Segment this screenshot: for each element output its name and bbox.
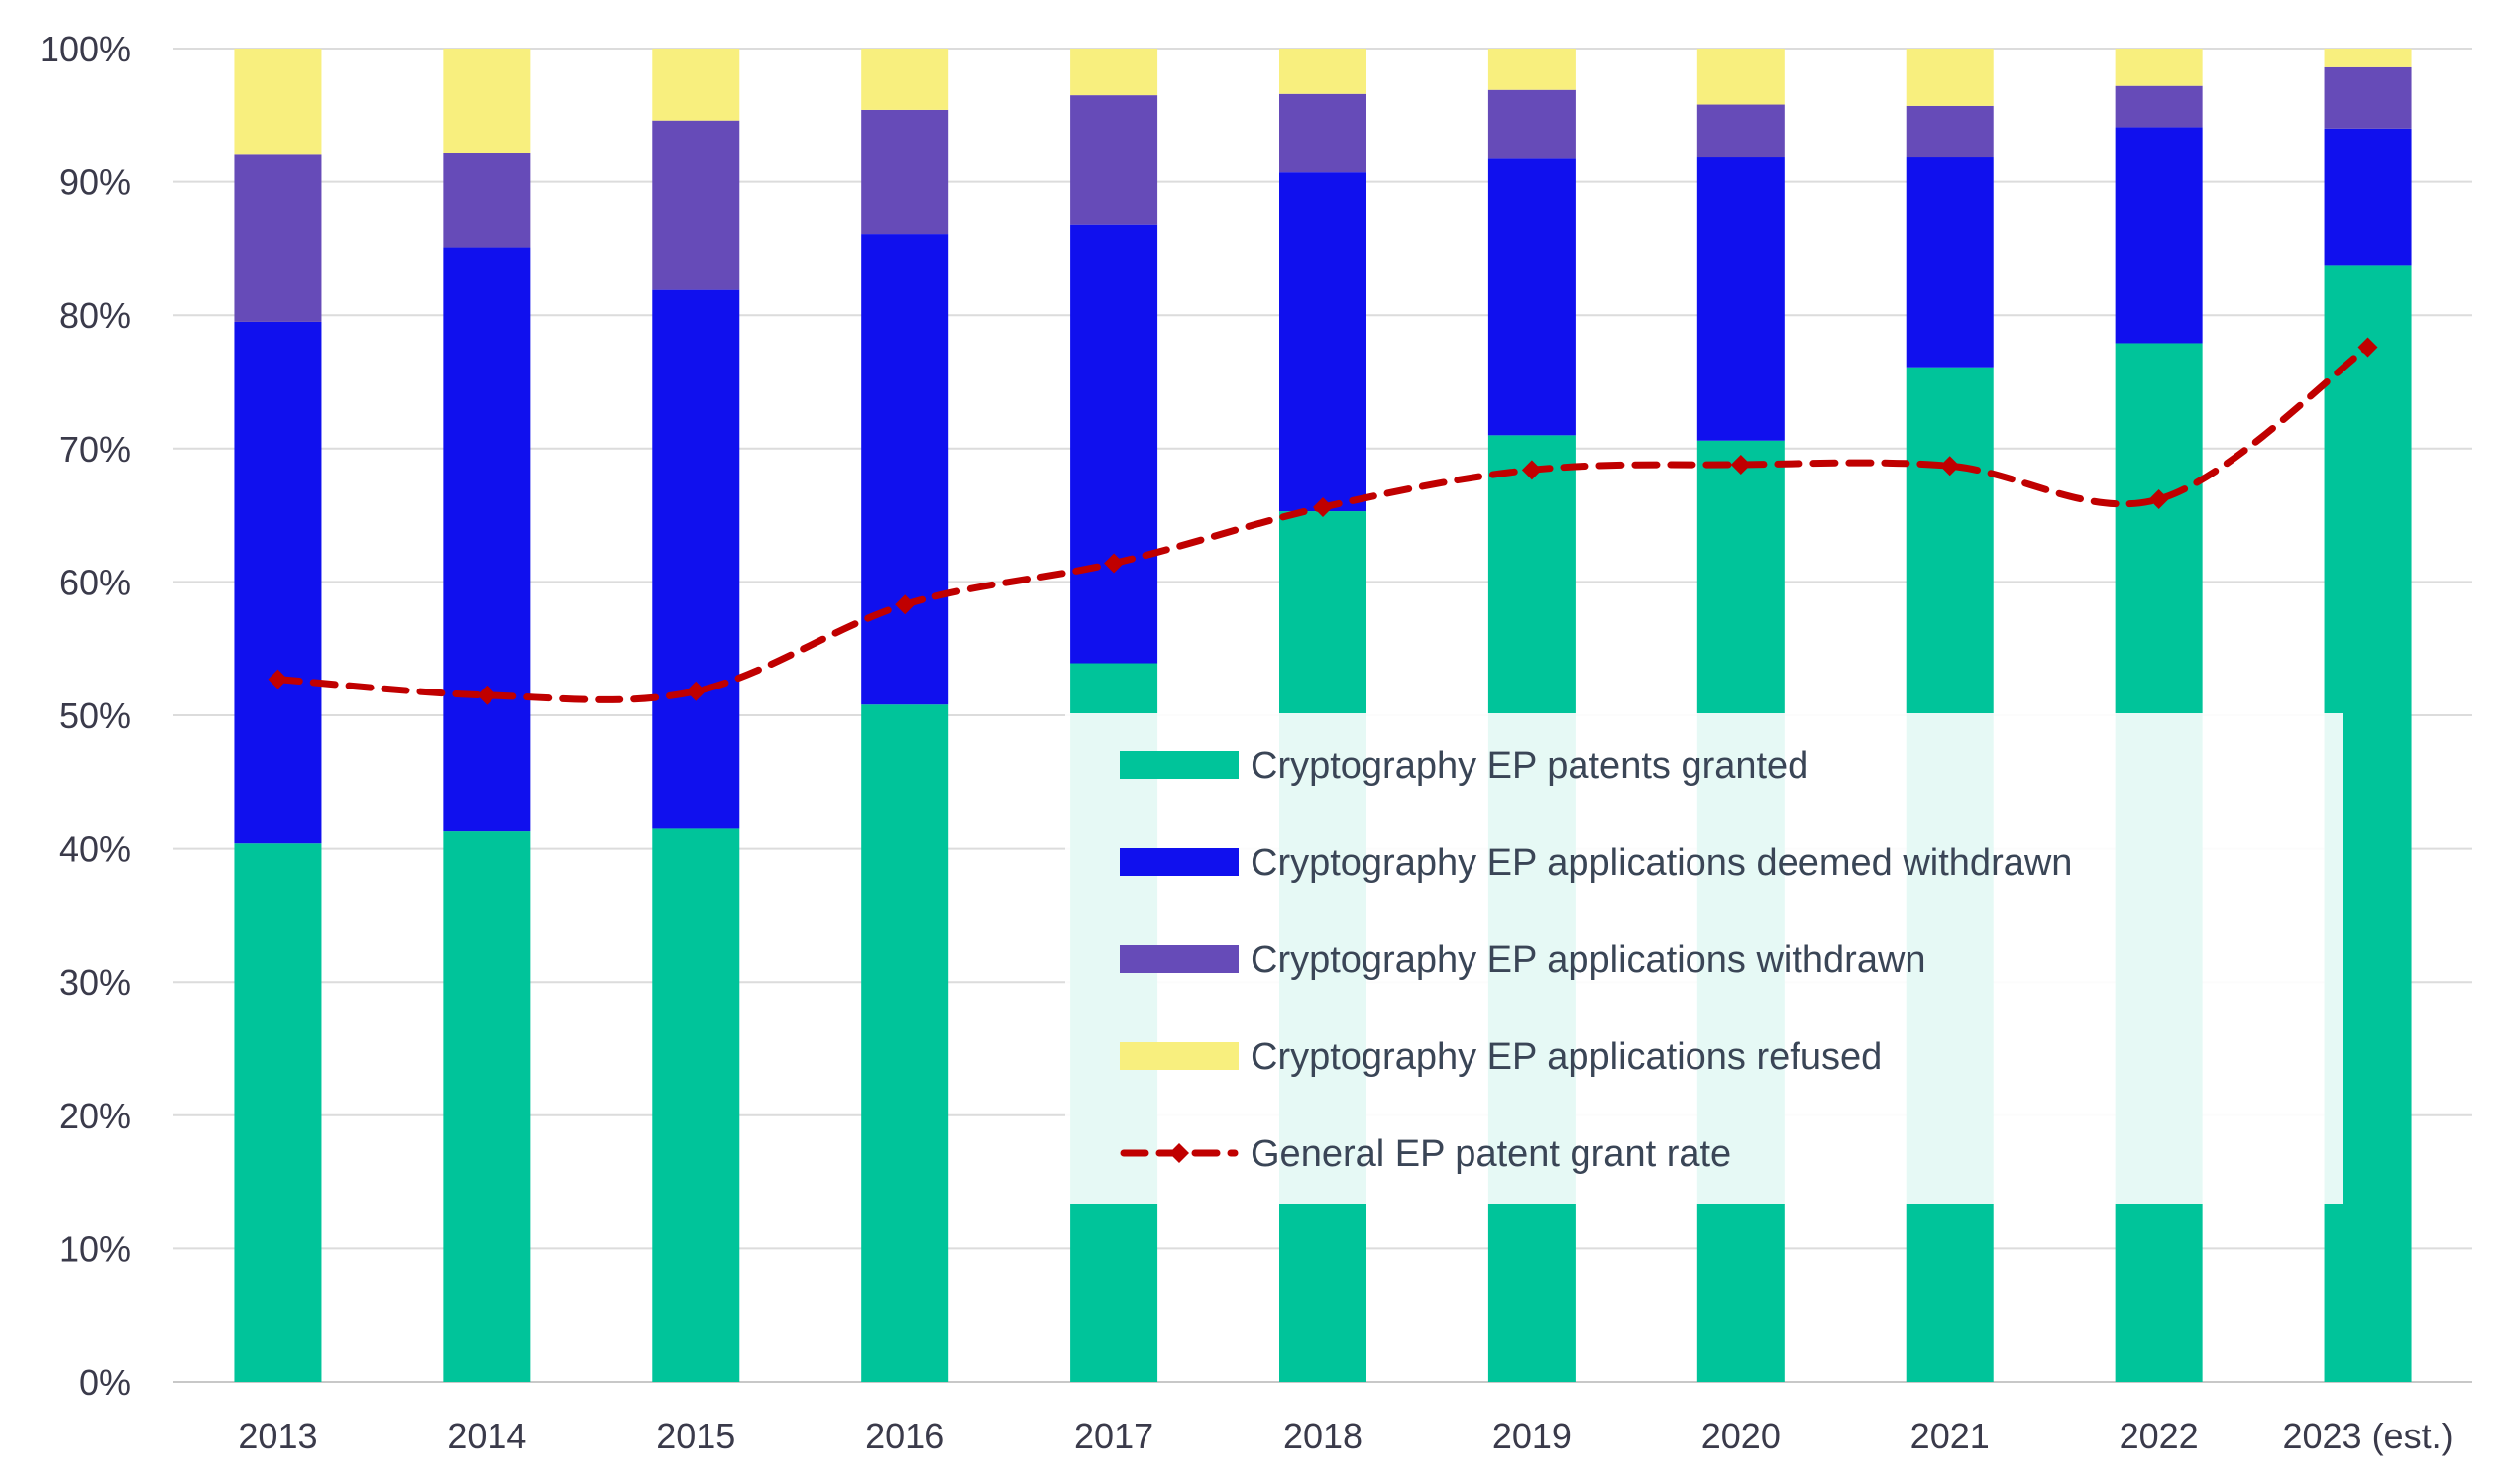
bar-segment	[1696, 49, 1785, 105]
bar-segment	[1906, 49, 1994, 106]
y-tick-label: 90%	[59, 162, 131, 203]
bar-segment	[1279, 93, 1366, 173]
bar-segment	[652, 828, 740, 1382]
grant-rate-marker	[2148, 488, 2169, 509]
y-tick-label: 60%	[59, 562, 131, 602]
grant-rate-marker	[1104, 553, 1125, 574]
x-tick-label: 2013	[238, 1416, 317, 1456]
grant-rate-marker	[1730, 454, 1751, 475]
bar-segment	[443, 152, 531, 248]
y-tick-label: 30%	[59, 962, 131, 1003]
x-tick-label: 2014	[447, 1416, 526, 1456]
bar-segment	[861, 109, 949, 235]
bar-segment	[2115, 49, 2203, 86]
bar-segment	[1487, 158, 1576, 436]
bar-segment	[2115, 85, 2203, 128]
y-tick-label: 10%	[59, 1228, 131, 1269]
legend-swatch	[1120, 848, 1239, 876]
bar-segment	[443, 247, 531, 832]
bar-segment	[234, 49, 322, 155]
legend-label: Cryptography EP applications refused	[1251, 1036, 1882, 1078]
y-tick-label: 0%	[79, 1362, 131, 1403]
bar-segment	[1696, 104, 1785, 158]
x-tick-label: 2021	[1910, 1416, 1990, 1456]
bar-segment	[443, 831, 531, 1382]
bar-segment	[1487, 49, 1576, 90]
bar-segment	[861, 234, 949, 705]
legend-marker-swatch	[1169, 1143, 1189, 1163]
grant-rate-marker	[2357, 337, 2378, 358]
bar-segment	[2115, 127, 2203, 344]
bar-segment	[2324, 128, 2412, 266]
y-tick-label: 20%	[59, 1096, 131, 1136]
legend-swatch	[1120, 751, 1239, 779]
bar-segment	[1070, 95, 1158, 225]
x-axis: 2013 2014 2015 2016 2017 2018 2019 2020 2021 2022…	[238, 1416, 2452, 1456]
x-tick-label: 2022	[2120, 1416, 2199, 1456]
bar-segment	[652, 49, 740, 121]
bar-segment	[1487, 89, 1576, 159]
bar-segment	[443, 49, 531, 153]
legend-label: Cryptography EP applications withdrawn	[1251, 939, 1926, 981]
bar-segment	[861, 704, 949, 1382]
y-tick-label: 80%	[59, 295, 131, 336]
bar-segment	[1906, 157, 1994, 368]
y-tick-label: 50%	[59, 695, 131, 736]
bar-segment	[234, 154, 322, 322]
bar-segment	[2324, 66, 2412, 129]
grant-rate-marker	[1313, 497, 1333, 518]
bar-segment	[234, 843, 322, 1382]
x-tick-label: 2016	[865, 1416, 944, 1456]
x-tick-label: 2023 (est.)	[2282, 1416, 2452, 1456]
bar-segment	[652, 289, 740, 829]
legend-label: General EP patent grant rate	[1251, 1133, 1731, 1175]
legend-background	[1065, 713, 2344, 1204]
grant-rate-marker	[1939, 456, 1960, 477]
bar-segment	[1279, 172, 1366, 512]
x-tick-label: 2018	[1283, 1416, 1362, 1456]
legend-label: Cryptography EP patents granted	[1251, 745, 1808, 787]
legend-label: Cryptography EP applications deemed with…	[1251, 842, 2072, 884]
grant-rate-marker	[686, 681, 707, 701]
bar-segment	[652, 120, 740, 290]
bar-segment	[1070, 224, 1158, 664]
y-tick-label: 70%	[59, 429, 131, 470]
x-tick-label: 2019	[1492, 1416, 1572, 1456]
y-tick-label: 40%	[59, 829, 131, 870]
x-tick-label: 2015	[656, 1416, 735, 1456]
bar-segment	[861, 49, 949, 110]
y-axis: 0% 10% 20% 30% 40% 50% 60% 70% 80% 90% 100%	[40, 29, 131, 1403]
grant-rate-marker	[477, 685, 497, 705]
bar-segment	[1070, 49, 1158, 96]
bar-segment	[1906, 105, 1994, 158]
x-tick-label: 2017	[1074, 1416, 1153, 1456]
legend-swatch	[1120, 945, 1239, 973]
grant-rate-marker	[1521, 460, 1542, 480]
bar-segment	[2324, 49, 2412, 67]
y-tick-label: 100%	[40, 29, 131, 69]
bar-segment	[234, 321, 322, 844]
legend-swatch	[1120, 1042, 1239, 1070]
x-tick-label: 2020	[1701, 1416, 1781, 1456]
grant-rate-line	[268, 337, 2378, 705]
bar-segment	[1279, 49, 1366, 94]
bar-segment	[1696, 157, 1785, 441]
legend: Cryptography EP patents granted Cryptogra…	[1065, 713, 2344, 1204]
grant-rate-marker	[268, 669, 288, 689]
grant-rate-marker	[895, 594, 916, 615]
